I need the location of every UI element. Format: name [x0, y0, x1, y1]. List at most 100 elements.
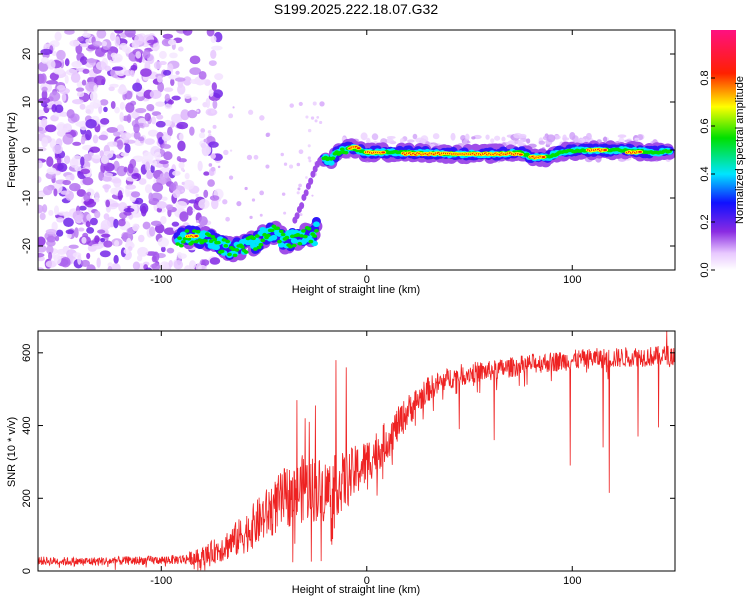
- spectrogram-noise-blob: [109, 32, 116, 42]
- spectrogram-scatter-dot: [298, 101, 303, 107]
- spectrogram-track-cell: [308, 239, 314, 244]
- spectrogram-noise-blob: [198, 216, 208, 227]
- spectrogram-noise-blob: [81, 79, 87, 86]
- spectrogram-noise-blob: [210, 35, 217, 43]
- spectrogram-noise-blob: [111, 178, 122, 184]
- spectrogram-noise-blob: [55, 235, 60, 242]
- spectrogram-noise-blob: [203, 189, 209, 198]
- spectrogram-noise-blob: [46, 167, 57, 175]
- spectrogram-noise-blob: [151, 255, 157, 263]
- spectrogram-noise-blob: [89, 91, 98, 102]
- spectrogram-noise-blob: [143, 123, 150, 128]
- spectrogram-noise-blob: [117, 86, 128, 95]
- spectrogram-noise-blob: [188, 199, 197, 204]
- spectrogram-noise-blob: [76, 189, 86, 197]
- spectrogram-signal-track: [171, 138, 675, 263]
- spectrogram-noise-blob: [159, 261, 170, 270]
- spectrogram-noise-blob: [180, 109, 190, 121]
- spectrogram-track-cell: [193, 239, 199, 244]
- spectrogram-scatter-dot: [319, 120, 323, 125]
- colorbar-tick-label: 0.8: [699, 70, 711, 85]
- spectrogram-halo-blob: [585, 132, 592, 141]
- spectrogram-noise-blob: [38, 236, 46, 247]
- spectrogram-scatter-dot: [265, 132, 270, 137]
- spectrogram-connector-cell: [299, 202, 305, 210]
- spectrogram-track-cell: [280, 232, 286, 237]
- colorbar-label: Normalized spectral amplitude: [734, 76, 746, 224]
- spectrogram-noise-blob: [62, 179, 72, 186]
- spectrogram-noise-blob: [164, 93, 171, 102]
- spectrogram-noise-blob: [56, 49, 66, 61]
- spectrogram-noise-blob: [142, 221, 151, 230]
- spectrogram-noise-blob: [124, 143, 131, 154]
- spectrogram-scatter-dot: [181, 181, 185, 185]
- spectrogram-noise-blob: [124, 30, 136, 38]
- spectrogram-noise-blob: [38, 160, 43, 169]
- spectrogram-noise-blob: [169, 52, 178, 59]
- spectrogram-noise-blob: [160, 246, 166, 253]
- colorbar-tick-label: 0.6: [699, 118, 711, 133]
- spectrogram-noise-blob: [55, 229, 64, 237]
- spectrogram-noise-blob: [140, 68, 152, 77]
- spectrogram-hot-core: [603, 148, 608, 151]
- spectrogram-noise-blob: [160, 166, 172, 175]
- spectrogram-scatter-dot: [251, 198, 256, 202]
- spectrogram-noise-blob: [178, 161, 185, 169]
- spectrogram-track-cell: [223, 244, 229, 248]
- snr-xtick-label: -100: [150, 575, 172, 587]
- spectrogram-noise-blob: [145, 267, 153, 270]
- spectrogram-noise-blob: [70, 72, 81, 83]
- spectrogram-noise-blob: [177, 84, 186, 95]
- spectrogram-noise-blob: [183, 179, 195, 190]
- spectrogram-noise-blob: [71, 61, 83, 68]
- spectrogram-noise-blob: [76, 91, 85, 98]
- spectrogram-noise-blob: [77, 227, 85, 232]
- spectrogram-scatter-dot: [246, 154, 253, 161]
- spectrogram-noise-blob: [154, 151, 162, 160]
- spectrogram-noise-blob: [198, 198, 210, 210]
- spectrogram-noise-blob: [59, 111, 68, 117]
- spectrogram-noise-blob: [133, 123, 140, 134]
- spectrogram-noise-blob: [163, 151, 173, 161]
- spectrogram-noise-blob: [148, 226, 156, 237]
- spectrogram-track-cell: [295, 233, 301, 237]
- spectrogram-halo-blob: [450, 132, 456, 141]
- spectrogram-halo-blob: [603, 136, 608, 143]
- spectrogram-noise-blob: [86, 227, 95, 234]
- spectrogram-track-cell: [254, 234, 260, 238]
- spectrogram-noise-blob: [99, 150, 104, 157]
- spectrogram-noise-blob: [69, 40, 80, 47]
- spectrogram-track-cell: [212, 237, 218, 242]
- spectrogram-noise-blob: [163, 227, 176, 236]
- spectrogram-noise-blob: [186, 206, 194, 216]
- spectrogram-halo-blob: [386, 135, 396, 139]
- spectrogram-halo-blob: [360, 132, 368, 141]
- spectrogram-noise-blob: [157, 81, 165, 93]
- spectrogram-noise-blob: [182, 30, 193, 36]
- spectrogram-noise-blob: [38, 126, 44, 132]
- spectrogram-noise-blob: [187, 109, 198, 119]
- spectrogram-noise-blob: [123, 69, 133, 77]
- spectrogram-noise-blob: [40, 48, 53, 55]
- spectrogram-noise-blob: [167, 39, 177, 46]
- spectrogram-noise-blob: [175, 201, 188, 210]
- spectrogram-noise-blob: [69, 158, 79, 168]
- spectrogram-noise-blob: [94, 210, 101, 219]
- spectrogram-noise-blob: [140, 205, 147, 217]
- spectrogram-noise-blob: [80, 259, 90, 267]
- spectrogram-track-cell: [330, 156, 336, 160]
- spectrogram-noise-blob: [98, 134, 108, 141]
- spectrogram-scatter-dot: [298, 183, 302, 188]
- spectrogram-noise-blob: [138, 234, 145, 243]
- spectrogram-halo-blob: [464, 133, 470, 141]
- spectrogram-hot-core: [194, 234, 199, 237]
- snr-ytick-label: 200: [21, 489, 33, 507]
- spectrogram-noise-blob: [176, 156, 182, 162]
- spectrogram-noise-blob: [76, 81, 83, 88]
- chart-title: S199.2025.222.18.07.G32: [274, 1, 438, 17]
- spectrogram-track-cell: [301, 229, 306, 233]
- spectrogram-noise-blob: [130, 69, 135, 77]
- spectrogram-noise-blob: [51, 221, 58, 232]
- spectrogram-noise-blob: [163, 87, 174, 92]
- spectrogram-noise-blob: [45, 80, 58, 85]
